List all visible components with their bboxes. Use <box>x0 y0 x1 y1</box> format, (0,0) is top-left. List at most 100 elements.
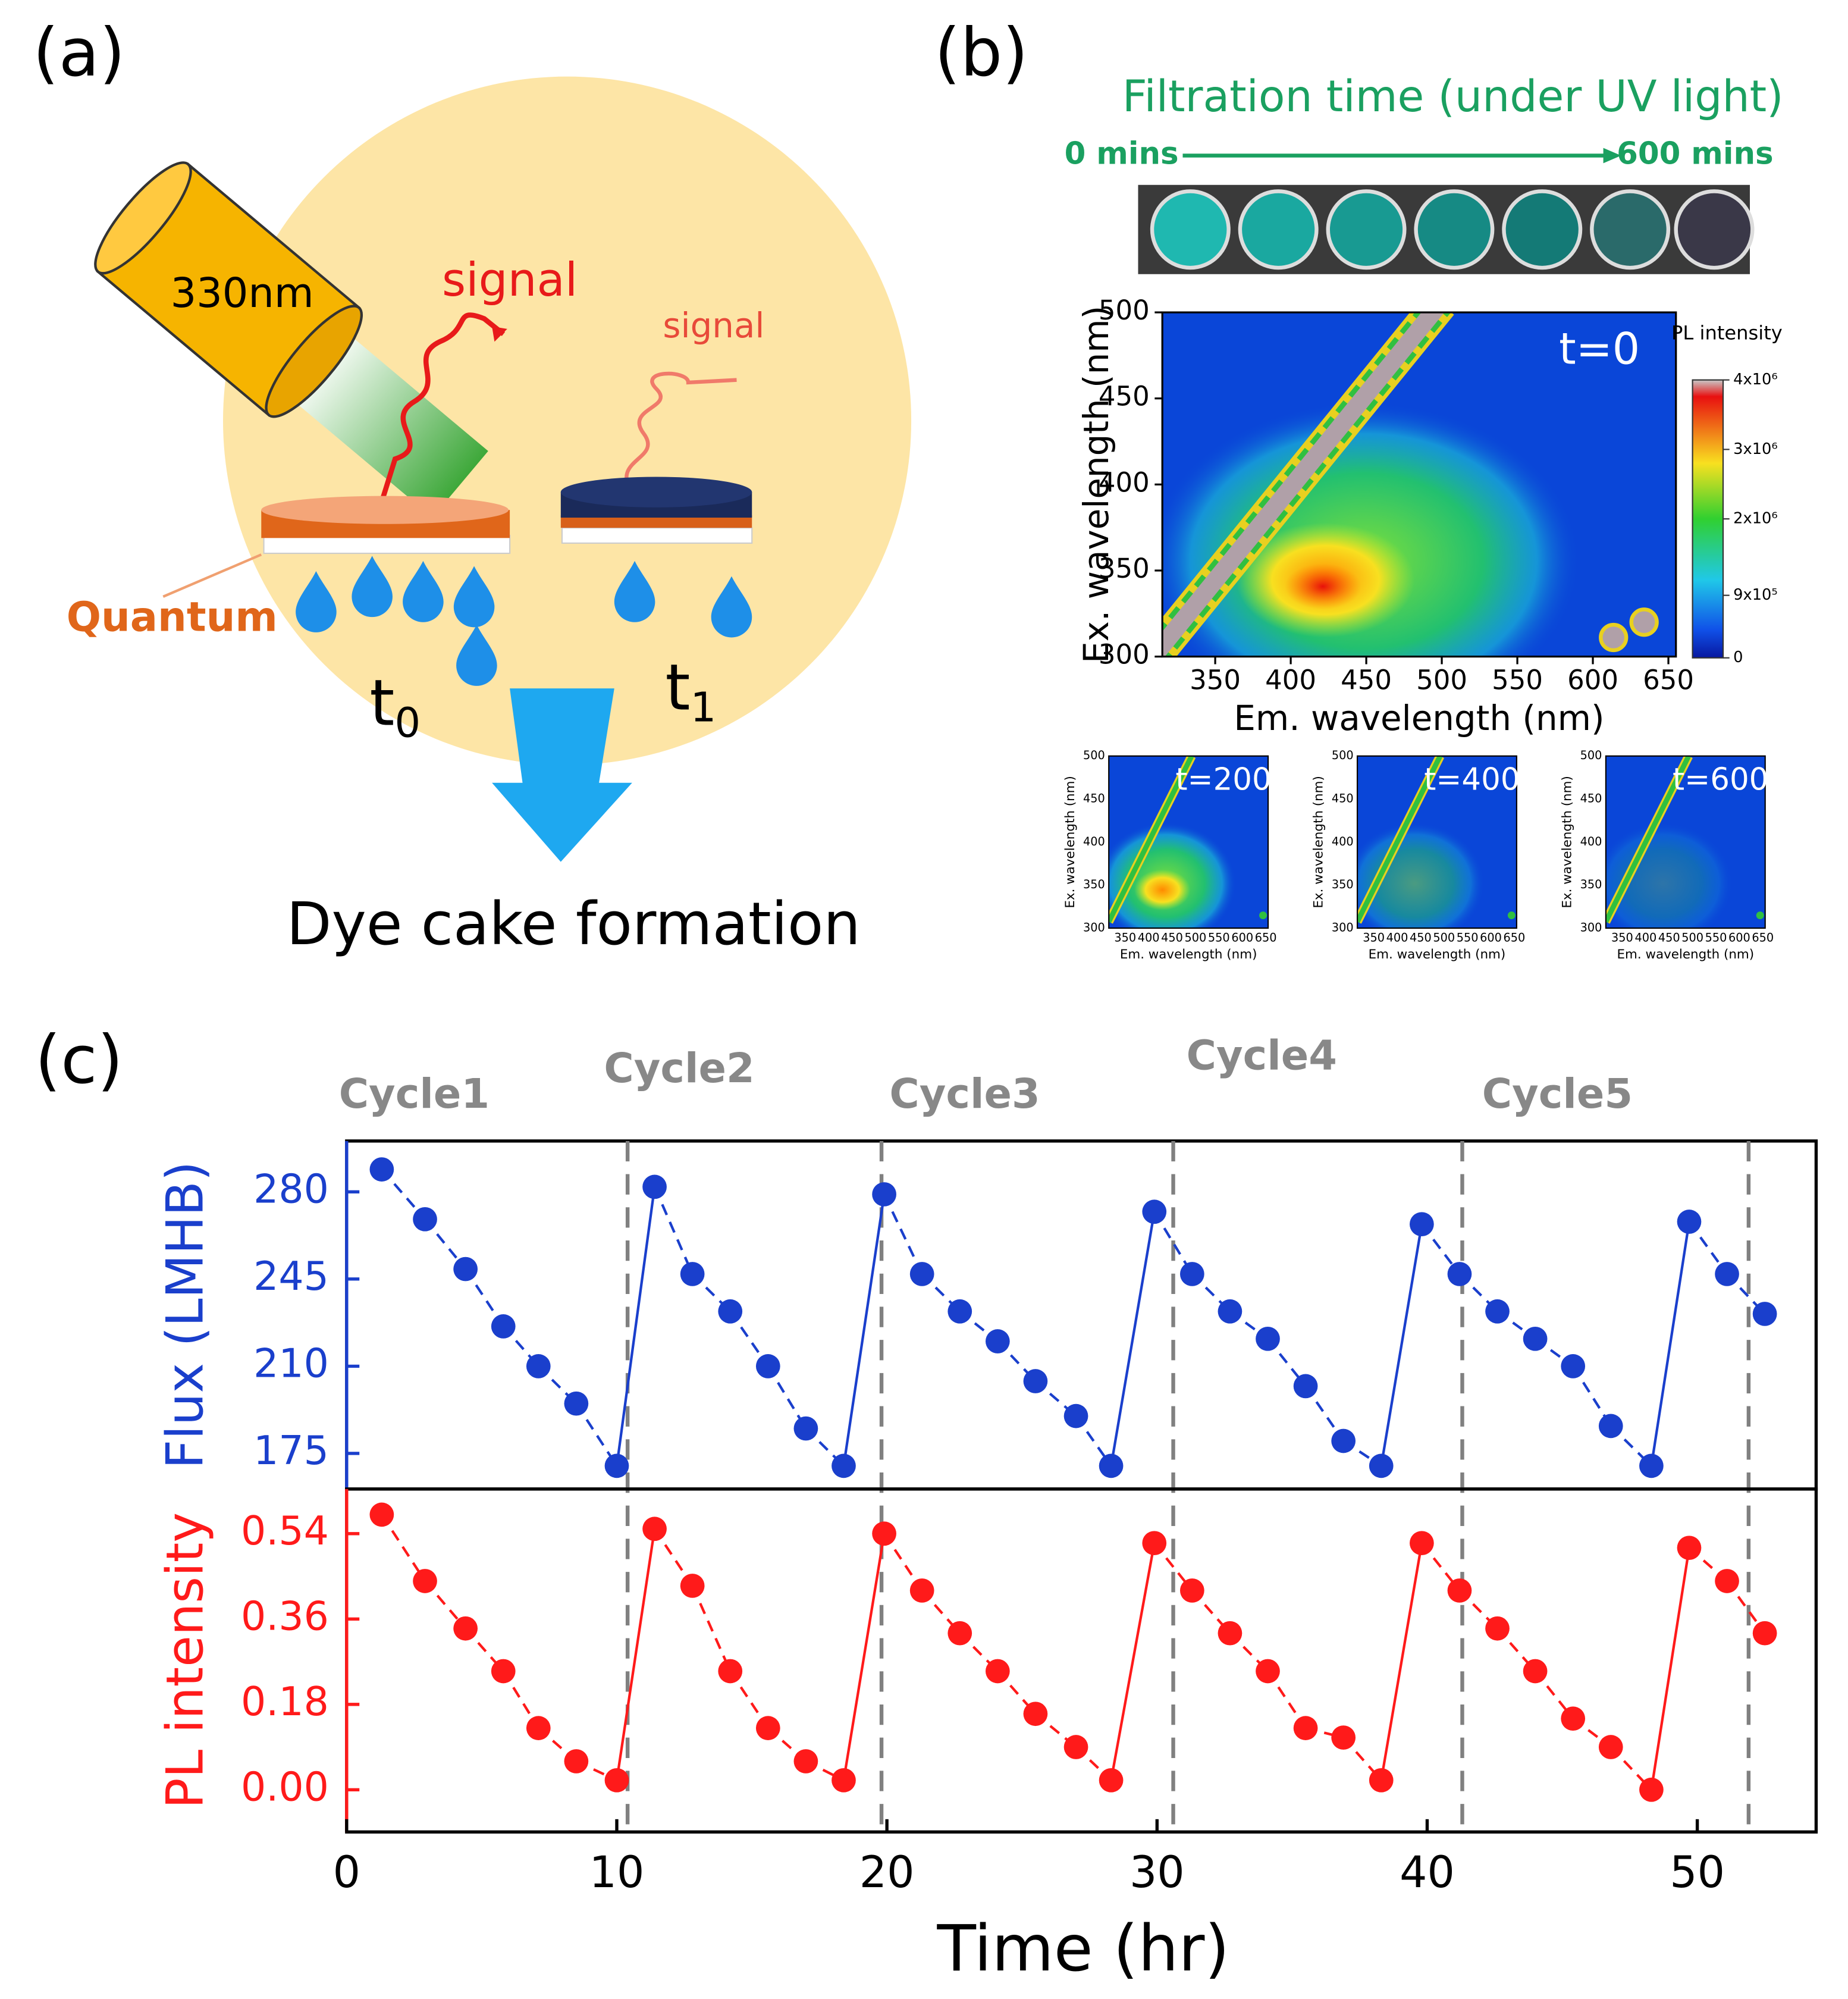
inset-x-label: Em. wavelength (nm) <box>1120 947 1257 962</box>
inset-y-tick-label: 450 <box>1083 792 1105 806</box>
y-tick-label: 300 <box>1099 639 1150 670</box>
data-point <box>755 1716 780 1740</box>
inset-x-tick-label: 450 <box>1410 931 1432 945</box>
data-point <box>1715 1262 1739 1286</box>
inset-x-tick-label: 400 <box>1386 931 1408 945</box>
y-axis-label: Ex. wavelength (nm) <box>1076 306 1116 663</box>
cycle-label: Cycle4 <box>1187 1032 1337 1080</box>
data-point <box>680 1574 705 1598</box>
data-point <box>1639 1453 1664 1478</box>
inset-y-tick-label: 400 <box>1580 835 1602 848</box>
signal-label: signal <box>663 305 764 346</box>
colorbar-tick-label: 9x10⁵ <box>1733 586 1778 604</box>
scatter-spot <box>1629 607 1659 637</box>
data-point <box>526 1354 551 1378</box>
data-point <box>1293 1374 1318 1399</box>
inset-x-tick-label: 350 <box>1611 931 1633 945</box>
data-point <box>1715 1569 1739 1593</box>
inset-x-label: Em. wavelength (nm) <box>1617 947 1754 962</box>
data-point <box>369 1157 394 1182</box>
x-tick-label: 550 <box>1492 664 1543 695</box>
series-segment <box>767 1365 807 1430</box>
vial <box>1238 189 1319 270</box>
x-tick-label: 20 <box>859 1847 915 1898</box>
data-point <box>1677 1536 1702 1561</box>
data-point <box>642 1174 667 1199</box>
inset-y-tick-label: 300 <box>1083 921 1105 935</box>
y-tick-label: 500 <box>1099 294 1150 326</box>
series-segment <box>691 1585 732 1672</box>
data-point <box>947 1299 972 1324</box>
series-segment <box>1650 1547 1691 1790</box>
y-tick-label: 280 <box>253 1165 329 1212</box>
x-tick-label: 400 <box>1265 664 1316 695</box>
vial <box>1502 189 1583 270</box>
data-point <box>755 1354 780 1378</box>
y-tick-label: 450 <box>1099 381 1150 412</box>
inset-x-tick-label: 500 <box>1185 931 1207 945</box>
data-point <box>491 1314 516 1339</box>
vial <box>1674 189 1755 270</box>
qd-layer <box>560 515 752 528</box>
x-tick-label: 30 <box>1129 1847 1185 1898</box>
x-tick-label: 50 <box>1670 1847 1725 1898</box>
data-point <box>1256 1326 1280 1351</box>
data-point <box>1369 1768 1394 1793</box>
y-tick-label: 175 <box>253 1427 329 1474</box>
inset-y-tick-label: 500 <box>1083 748 1105 762</box>
data-point <box>832 1453 856 1478</box>
data-point <box>1410 1531 1434 1556</box>
y-tick-label: 210 <box>253 1340 329 1386</box>
data-point <box>564 1391 589 1416</box>
strip-start: 0 mins <box>1065 136 1179 171</box>
dye-layer-top <box>560 477 752 507</box>
data-point <box>1179 1262 1204 1286</box>
inset-x-tick-label: 550 <box>1457 931 1479 945</box>
data-point <box>1561 1706 1586 1731</box>
y-axis-label: Flux (LMHB) <box>156 1161 215 1469</box>
inset-spot <box>1259 911 1267 920</box>
data-point <box>793 1416 818 1441</box>
time-arrowhead <box>1603 148 1621 164</box>
inset-x-tick-label: 450 <box>1161 931 1183 945</box>
data-point <box>1179 1578 1204 1603</box>
inset-y-tick-label: 350 <box>1083 878 1105 891</box>
series-segment <box>381 1514 426 1582</box>
colorbar-tick-label: 2x10⁶ <box>1733 510 1778 528</box>
scatter-spot <box>1599 622 1629 653</box>
colorbar <box>1692 379 1724 659</box>
colorbar-tick-label: 3x10⁶ <box>1733 440 1778 458</box>
data-point <box>1023 1369 1048 1393</box>
x-axis-label: Time (hr) <box>936 1912 1229 1986</box>
data-point <box>1256 1659 1280 1684</box>
material-label: Quantum <box>67 593 278 641</box>
data-point <box>1752 1302 1777 1326</box>
inset-y-tick-label: 450 <box>1332 792 1354 806</box>
colorbar-title: PL intensity <box>1671 321 1783 344</box>
series-segment <box>883 1193 924 1275</box>
data-point <box>453 1616 478 1641</box>
membrane <box>561 527 753 544</box>
cycle-label: Cycle2 <box>604 1045 754 1092</box>
data-point <box>1142 1531 1167 1556</box>
series-segment <box>615 1186 656 1467</box>
qd-layer-top <box>261 496 509 524</box>
inset-x-tick-label: 400 <box>1138 931 1160 945</box>
inset-y-label: Ex. wavelength (nm) <box>1063 776 1078 908</box>
data-point <box>1598 1414 1623 1439</box>
data-point <box>909 1578 934 1603</box>
strip-end: 600 mins <box>1617 136 1774 171</box>
inset-title: t=400 <box>1424 762 1520 798</box>
data-point <box>1561 1354 1586 1378</box>
series-segment <box>1109 1543 1156 1781</box>
data-point <box>1447 1262 1472 1286</box>
time-label: t0 <box>369 667 421 747</box>
inset-x-tick-label: 350 <box>1363 931 1385 945</box>
cycle-label: Cycle5 <box>1482 1070 1633 1118</box>
x-tick-label: 450 <box>1341 664 1392 695</box>
data-point <box>453 1257 478 1282</box>
inset-x-tick-label: 600 <box>1231 931 1253 945</box>
vial <box>1326 189 1407 270</box>
inset-y-tick-label: 300 <box>1580 921 1602 935</box>
